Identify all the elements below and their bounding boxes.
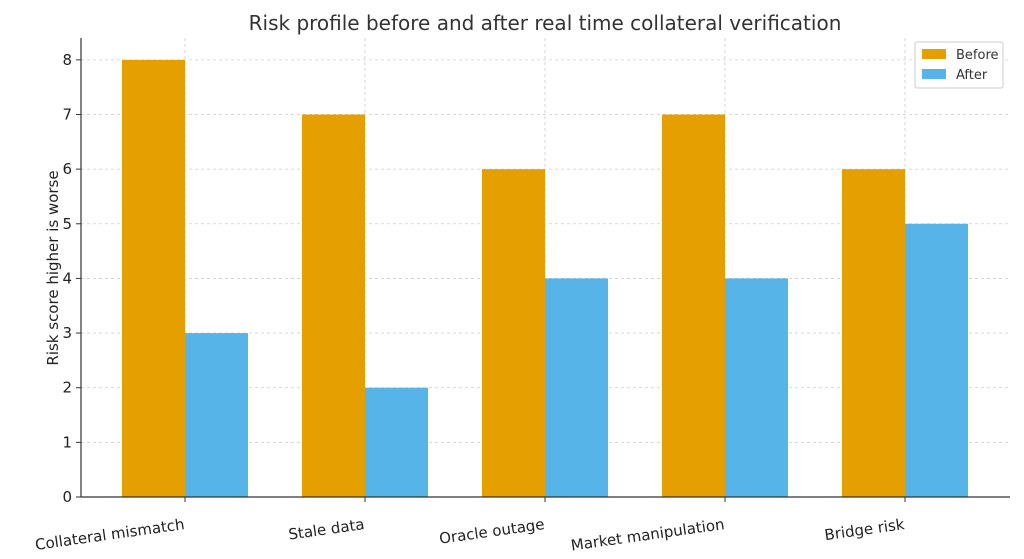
legend-label-after: After xyxy=(956,68,988,83)
bar-after-2 xyxy=(545,278,608,497)
bar-before-4 xyxy=(842,169,905,497)
bar-before-3 xyxy=(662,114,725,497)
x-tick-labels: Collateral mismatch Stale data Oracle outa… xyxy=(34,515,906,554)
x-tick-label: Collateral mismatch xyxy=(34,515,186,554)
legend-label-before: Before xyxy=(956,48,999,63)
bar-after-1 xyxy=(365,387,428,497)
y-tick-label: 6 xyxy=(62,160,72,178)
x-tick-label: Market manipulation xyxy=(570,515,726,554)
legend-swatch-before xyxy=(922,49,946,59)
bar-before-1 xyxy=(302,114,365,497)
y-tick-label: 3 xyxy=(62,324,72,342)
y-tick-label: 4 xyxy=(62,269,72,287)
y-tick-label: 7 xyxy=(62,106,72,124)
legend-swatch-after xyxy=(922,69,946,79)
y-tick-labels: 0 1 2 3 4 5 6 7 8 xyxy=(62,51,72,506)
chart-title: Risk profile before and after real time … xyxy=(249,11,842,35)
bars xyxy=(122,59,968,498)
legend: Before After xyxy=(914,41,1004,89)
x-tick-label: Bridge risk xyxy=(823,515,906,544)
axes xyxy=(76,38,1010,502)
x-tick-label: Oracle outage xyxy=(438,515,546,548)
bar-after-4 xyxy=(905,223,968,498)
y-tick-label: 5 xyxy=(62,215,72,233)
y-tick-label: 2 xyxy=(62,379,72,397)
y-tick-label: 8 xyxy=(62,51,72,69)
bar-before-2 xyxy=(482,169,545,497)
bar-after-0 xyxy=(185,333,248,497)
y-tick-label: 0 xyxy=(62,488,72,506)
y-axis-label: Risk score higher is worse xyxy=(44,170,62,365)
x-tick-label: Stale data xyxy=(287,515,365,543)
bar-before-0 xyxy=(122,59,185,497)
y-tick-label: 1 xyxy=(62,433,72,451)
bar-after-3 xyxy=(725,278,788,497)
